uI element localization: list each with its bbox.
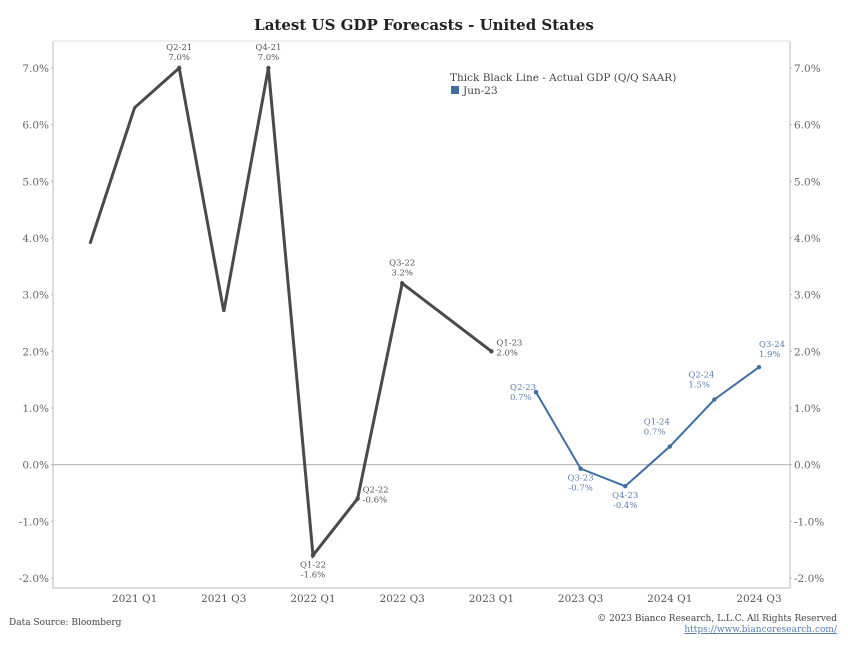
y-tick-label-left: 2.0% — [22, 346, 49, 358]
copyright-text: © 2023 Bianco Research, L.L.C. All Right… — [597, 614, 837, 624]
data-point — [355, 496, 360, 501]
x-tick-label: 2022 Q3 — [380, 593, 425, 605]
y-tick-label-left: 3.0% — [22, 290, 49, 302]
data-point — [578, 466, 583, 471]
x-tick-label: 2021 Q1 — [112, 593, 157, 605]
y-tick-label-left: -1.0% — [19, 516, 49, 528]
data-label-quarter: Q4-23 — [612, 491, 638, 501]
actual-gdp-line — [88, 65, 493, 560]
data-point — [533, 389, 539, 395]
chart-title: Latest US GDP Forecasts - United States — [254, 16, 594, 34]
y-tick-label-left: 1.0% — [22, 403, 49, 415]
x-tick-label: 2023 Q1 — [469, 593, 514, 605]
y-tick-label-right: 5.0% — [794, 176, 821, 188]
data-label-value: 1.9% — [759, 350, 781, 360]
data-label-value: 3.2% — [391, 268, 413, 278]
y-tick-label-left: 4.0% — [22, 233, 49, 245]
x-tick-label: 2021 Q3 — [201, 593, 246, 605]
data-label-quarter: Q2-21 — [166, 43, 192, 53]
data-source: Data Source: Bloomberg — [9, 618, 122, 628]
legend-swatch — [451, 86, 459, 94]
data-label-quarter: Q3-22 — [389, 258, 415, 268]
y-tick-label-right: -2.0% — [794, 573, 824, 585]
data-point — [667, 444, 672, 449]
y-tick-label-right: 3.0% — [794, 290, 821, 302]
y-tick-label-left: 0.0% — [22, 460, 49, 472]
data-label-quarter: Q2-23 — [510, 383, 536, 393]
data-label-value: 7.0% — [168, 53, 190, 63]
data-point — [177, 65, 182, 71]
y-tick-label-right: 1.0% — [794, 403, 821, 415]
x-tick-label: 2024 Q1 — [647, 593, 692, 605]
y-tick-label-left: -2.0% — [19, 573, 49, 585]
data-label-quarter: Q2-22 — [363, 486, 389, 496]
data-point — [623, 484, 628, 489]
copyright-block: © 2023 Bianco Research, L.L.C. All Right… — [597, 614, 837, 636]
data-point — [712, 397, 717, 402]
data-label-value: 0.7% — [510, 393, 532, 403]
y-tick-label-right: -1.0% — [794, 516, 824, 528]
website-link[interactable]: https://www.biancoresearch.com/ — [684, 625, 837, 635]
data-point — [310, 553, 316, 558]
data-label-quarter: Q1-22 — [300, 560, 326, 570]
legend-entry: Jun-23 — [462, 85, 498, 97]
data-label-quarter: Q3-23 — [568, 474, 594, 484]
data-label-value: -0.4% — [613, 501, 637, 511]
y-tick-label-right: 0.0% — [794, 460, 821, 472]
data-label-value: 0.7% — [644, 428, 666, 438]
forecast-jun23-line — [535, 366, 760, 488]
data-label-value: -0.6% — [363, 496, 387, 506]
data-label-value: -1.6% — [301, 570, 325, 580]
y-tick-label-left: 5.0% — [22, 176, 49, 188]
x-tick-label: 2022 Q1 — [290, 593, 335, 605]
y-tick-label-right: 4.0% — [794, 233, 821, 245]
data-label-quarter: Q4-21 — [255, 43, 281, 53]
data-label-value: 1.5% — [688, 381, 710, 391]
y-tick-label-right: 7.0% — [794, 63, 821, 75]
data-label-value: 2.0% — [496, 348, 518, 358]
y-tick-label-left: 6.0% — [22, 120, 49, 132]
data-point — [489, 349, 494, 354]
data-point — [400, 281, 405, 286]
data-label-quarter: Q2-24 — [688, 371, 714, 381]
legend-header: Thick Black Line - Actual GDP (Q/Q SAAR) — [450, 72, 676, 84]
y-tick-label-left: 7.0% — [22, 63, 49, 75]
data-label-quarter: Q1-23 — [496, 338, 522, 348]
y-tick-label-right: 6.0% — [794, 120, 821, 132]
data-label-quarter: Q1-24 — [644, 418, 670, 428]
y-tick-label-right: 2.0% — [794, 346, 821, 358]
x-tick-label: 2023 Q3 — [558, 593, 603, 605]
data-label-value: -0.7% — [568, 484, 592, 494]
data-label-value: 7.0% — [258, 53, 280, 63]
x-tick-label: 2024 Q3 — [736, 593, 781, 605]
data-point — [266, 65, 271, 71]
data-point — [756, 365, 762, 370]
data-label-quarter: Q3-24 — [759, 340, 785, 350]
